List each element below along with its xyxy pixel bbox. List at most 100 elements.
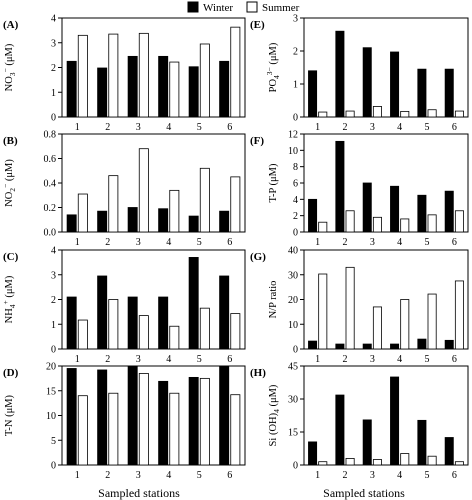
bar-summer [77, 193, 88, 233]
x-tick-label: 1 [315, 237, 320, 248]
x-tick-label: 2 [343, 237, 348, 248]
bar-summer [372, 106, 382, 118]
x-tick-label: 4 [397, 122, 402, 133]
y-tick-label: 10 [288, 146, 298, 157]
bar-summer [454, 280, 464, 350]
y-axis-title-main: Si (OH) [268, 412, 279, 446]
y-axis-title-unit: (μM) [268, 42, 279, 67]
x-tick-label: 1 [315, 354, 320, 365]
x-tick-label: 5 [197, 354, 202, 365]
y-axis-title-subscript: 4 [272, 75, 281, 79]
bar-winter [127, 207, 138, 233]
bar-summer [427, 109, 437, 118]
y-axis-title-main: NO [4, 191, 15, 207]
x-tick-label: 1 [75, 237, 80, 248]
x-tick-label: 6 [452, 354, 457, 365]
y-axis-title-unit: (μM) [268, 384, 279, 409]
x-tick-label: 6 [452, 470, 457, 481]
bar-winter [417, 419, 427, 466]
y-axis-title-main: PO [268, 79, 279, 93]
x-tick-label: 2 [343, 470, 348, 481]
x-tick-label: 1 [315, 470, 320, 481]
bar-summer [372, 459, 382, 466]
bar-winter [66, 296, 77, 350]
plot-frame [61, 17, 246, 118]
bar-winter [158, 55, 169, 118]
bar-summer [230, 26, 241, 118]
bar-winter [390, 51, 400, 118]
bar-winter [444, 68, 454, 118]
x-tick-label: 4 [397, 470, 402, 481]
x-tick-label: 5 [425, 122, 430, 133]
y-axis-title-unit: (μM) [4, 275, 15, 300]
y-tick-label: 3 [51, 38, 56, 49]
bar-summer [77, 34, 88, 118]
bar-winter [362, 343, 372, 350]
bar-summer [318, 111, 328, 118]
x-tick-label: 6 [227, 237, 232, 248]
bar-summer [454, 461, 464, 466]
bar-summer [345, 266, 355, 350]
x-tick-label: 3 [136, 237, 141, 248]
bar-summer [345, 110, 355, 118]
bar-summer [230, 313, 241, 350]
bar-winter [66, 368, 77, 466]
bar-winter [97, 275, 108, 350]
bar-summer [169, 325, 180, 350]
x-tick-label: 4 [166, 122, 171, 133]
bar-summer [427, 293, 437, 350]
x-tick-label: 4 [166, 237, 171, 248]
x-tick-label: 6 [227, 122, 232, 133]
legend-swatch-winter [187, 1, 199, 13]
y-tick-label: 4 [293, 195, 298, 206]
bar-winter [158, 296, 169, 350]
bar-winter [444, 437, 454, 466]
bar-summer [400, 299, 410, 350]
bar-summer [138, 315, 149, 350]
bar-summer [138, 148, 149, 233]
x-tick-label: 5 [197, 122, 202, 133]
y-axis-title-subscript: 4 [8, 304, 17, 308]
bar-summer [169, 61, 180, 118]
x-tick-label: 3 [370, 354, 375, 365]
bar-summer [108, 175, 119, 233]
bar-summer [372, 216, 382, 233]
y-tick-label: 30 [288, 270, 298, 281]
bar-summer [199, 307, 210, 350]
bar-winter [127, 55, 138, 118]
y-tick-label: 0.2 [44, 203, 57, 214]
x-tick-label: 4 [166, 470, 171, 481]
plot-frame [61, 133, 246, 233]
x-tick-label: 2 [105, 122, 110, 133]
y-tick-label: 1 [51, 88, 56, 99]
x-tick-label: 1 [75, 122, 80, 133]
x-tick-label: 2 [105, 354, 110, 365]
bar-winter [362, 419, 372, 466]
x-axis-title-left: Sampled stations [98, 486, 180, 500]
x-tick-label: 3 [136, 122, 141, 133]
bar-summer [400, 110, 410, 118]
y-axis-title-superscript: + [1, 300, 10, 304]
y-tick-label: 20 [288, 295, 298, 306]
y-axis-title-main: T-N [4, 419, 15, 436]
y-axis-title-main: NO [4, 76, 15, 92]
y-tick-label: 2 [51, 63, 56, 74]
y-axis-title-superscript: − [1, 68, 10, 72]
y-axis-title-subscript: 3 [8, 72, 17, 76]
y-axis-title-superscript: − [1, 184, 10, 188]
bar-winter [219, 275, 230, 350]
bar-winter [335, 394, 345, 466]
bar-winter [219, 365, 230, 466]
bar-summer [318, 273, 328, 350]
x-tick-label: 6 [227, 470, 232, 481]
bar-winter [308, 70, 318, 118]
bar-summer [318, 461, 328, 466]
y-tick-label: 12 [288, 130, 298, 141]
y-tick-label: 0 [51, 345, 56, 356]
y-axis-title-main: NH [4, 308, 15, 324]
bar-winter [97, 210, 108, 233]
